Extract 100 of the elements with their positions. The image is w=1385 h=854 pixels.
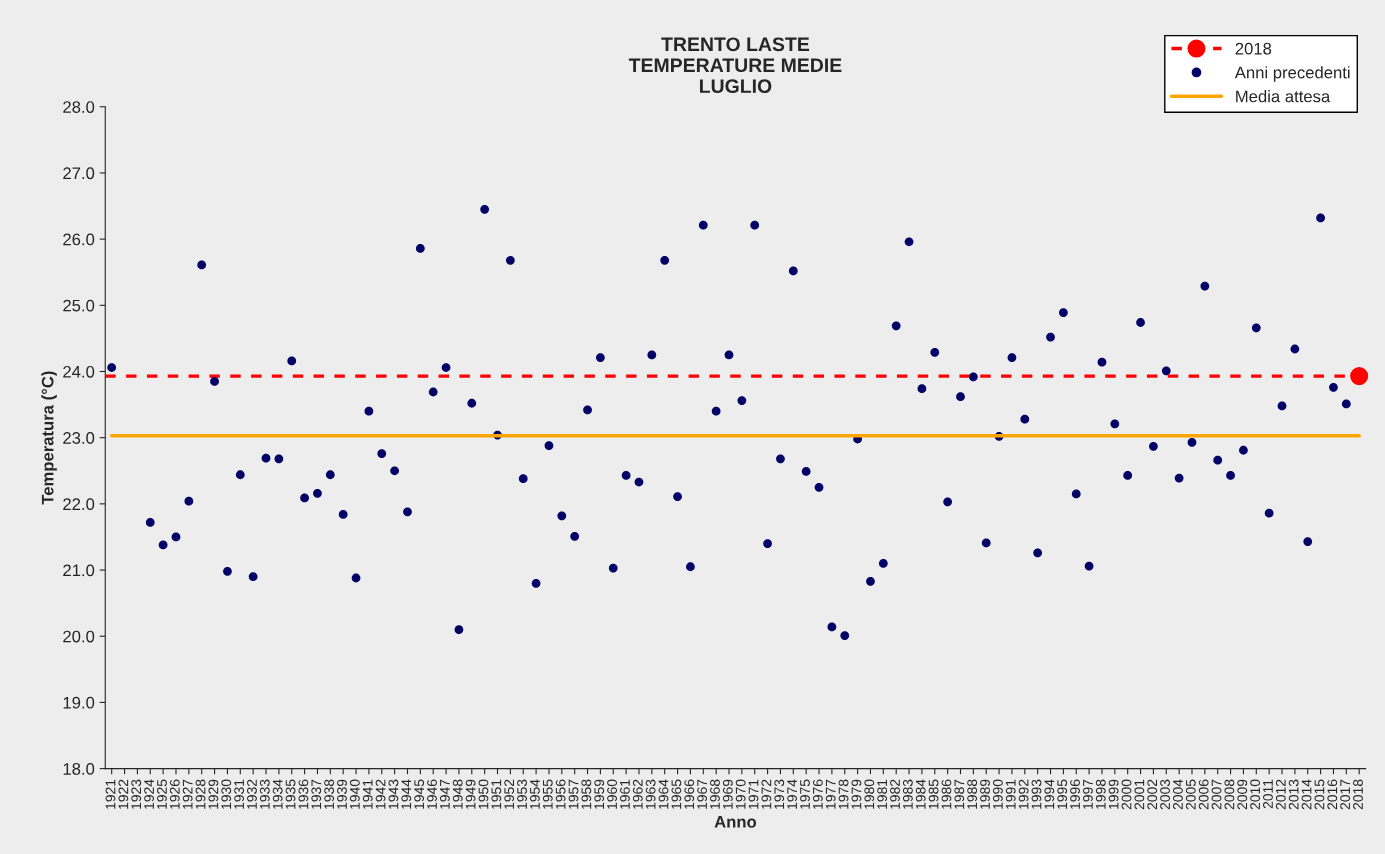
x-tick-label: 1921 bbox=[105, 779, 116, 809]
x-tick-label: 1929 bbox=[208, 779, 219, 809]
x-tick-label: 1955 bbox=[542, 779, 553, 809]
legend-label: 2018 bbox=[1235, 42, 1272, 55]
x-tick-label: 1967 bbox=[697, 779, 708, 809]
x-tick-label: 1928 bbox=[195, 779, 206, 809]
x-tick-label: 1945 bbox=[414, 779, 425, 809]
x-tick-label: 1951 bbox=[491, 779, 502, 809]
x-tick-label: 1998 bbox=[1095, 779, 1106, 809]
x-tick-label: 1984 bbox=[915, 779, 926, 809]
legend-label: Media attesa bbox=[1236, 90, 1331, 103]
x-tick-label: 1930 bbox=[221, 779, 232, 809]
y-tick-label: 26.0 bbox=[63, 233, 95, 246]
x-tick-label: 1950 bbox=[478, 779, 489, 809]
x-tick-label: 1975 bbox=[800, 779, 810, 809]
x-tick-label: 1989 bbox=[980, 779, 990, 809]
x-tick-label: 1978 bbox=[838, 779, 849, 809]
x-tick-label: 1966 bbox=[684, 779, 695, 809]
x-tick-label: 2013 bbox=[1288, 779, 1299, 810]
x-tick-label: 1941 bbox=[362, 779, 373, 809]
x-tick-label: 1991 bbox=[1005, 779, 1016, 809]
x-tick-label: 1922 bbox=[118, 779, 129, 809]
x-axis-title: Anno bbox=[714, 816, 757, 828]
x-tick-label: 1970 bbox=[735, 779, 746, 809]
x-tick-label: 1997 bbox=[1083, 779, 1093, 809]
x-tick-label: 1968 bbox=[710, 779, 720, 809]
y-tick-label: 23.0 bbox=[63, 432, 95, 444]
x-tick-label: 1976 bbox=[812, 779, 823, 809]
x-tick-label: 1937 bbox=[311, 779, 322, 809]
x-tick-label: 1982 bbox=[890, 779, 900, 809]
x-tick-label: 1962 bbox=[632, 779, 643, 809]
y-tick-label: 24.0 bbox=[63, 365, 95, 378]
x-tick-label: 1934 bbox=[272, 779, 283, 809]
y-tick-label: 21.0 bbox=[63, 564, 95, 577]
x-tick-label: 1926 bbox=[169, 779, 180, 809]
x-tick-label: 1948 bbox=[452, 779, 463, 809]
x-tick-label: 1995 bbox=[1057, 779, 1068, 809]
x-tick-label: 2012 bbox=[1275, 779, 1286, 810]
x-tick-label: 1952 bbox=[504, 779, 515, 809]
x-tick-label: 1964 bbox=[658, 779, 669, 809]
x-tick-label: 1972 bbox=[761, 779, 772, 809]
x-tick-label: 1925 bbox=[157, 779, 167, 809]
x-tick-label: 1990 bbox=[992, 779, 1003, 809]
x-tick-label: 1996 bbox=[1070, 779, 1080, 809]
y-tick-label: 27.0 bbox=[63, 167, 95, 180]
x-tick-label: 2002 bbox=[1147, 779, 1158, 810]
x-tick-label: 1963 bbox=[645, 779, 656, 809]
x-tick-label: 1939 bbox=[337, 779, 347, 809]
x-tick-label: 2001 bbox=[1134, 779, 1145, 810]
x-tick-label: 1973 bbox=[774, 779, 785, 809]
x-tick-label: 1954 bbox=[529, 779, 540, 809]
y-tick-label: 25.0 bbox=[63, 299, 95, 312]
y-axis-title: Temperatura (°C) bbox=[41, 371, 57, 505]
x-tick-label: 1969 bbox=[722, 779, 733, 809]
x-tick-label: 1932 bbox=[247, 779, 257, 809]
x-tick-label: 1933 bbox=[259, 779, 270, 809]
x-tick-label: 1949 bbox=[465, 779, 476, 809]
x-tick-label: 2015 bbox=[1314, 779, 1325, 810]
x-tick-label: 1965 bbox=[671, 779, 682, 809]
y-tick-label: 22.0 bbox=[63, 498, 95, 511]
x-tick-label: 1947 bbox=[439, 779, 450, 809]
x-tick-label: 2016 bbox=[1327, 779, 1338, 810]
x-tick-label: 1931 bbox=[234, 779, 245, 809]
x-tick-label: 1987 bbox=[954, 779, 965, 809]
chart-title: TRENTO LASTE TEMPERATURE MEDIE LUGLIO bbox=[628, 37, 842, 94]
x-tick-label: 2000 bbox=[1121, 779, 1132, 810]
x-tick-label: 1927 bbox=[182, 779, 193, 809]
x-tick-label: 1977 bbox=[825, 779, 836, 809]
x-tick-label: 1942 bbox=[375, 779, 386, 809]
x-tick-label: 1983 bbox=[902, 779, 913, 809]
x-tick-label: 1956 bbox=[555, 779, 566, 809]
x-tick-label: 2008 bbox=[1224, 779, 1235, 810]
x-tick-label: 2005 bbox=[1185, 779, 1196, 810]
x-tick-label: 1988 bbox=[967, 779, 978, 809]
x-tick-label: 2011 bbox=[1263, 779, 1273, 809]
y-tick-label: 19.0 bbox=[63, 696, 95, 709]
x-tick-label: 2018 bbox=[1353, 779, 1363, 810]
x-tick-label: 1923 bbox=[131, 779, 142, 809]
x-tick-label: 1959 bbox=[594, 779, 605, 809]
x-tick-label: 2009 bbox=[1237, 779, 1248, 810]
x-tick-label: 1938 bbox=[324, 779, 335, 809]
x-tick-label: 1961 bbox=[620, 779, 630, 809]
x-tick-label: 2010 bbox=[1250, 779, 1261, 810]
x-tick-label: 1993 bbox=[1031, 779, 1042, 809]
x-tick-label: 2006 bbox=[1198, 779, 1209, 810]
x-tick-label: 1943 bbox=[388, 779, 399, 809]
x-tick-label: 1940 bbox=[349, 779, 360, 809]
x-tick-label: 1957 bbox=[568, 779, 579, 809]
x-tick-label: 1935 bbox=[285, 779, 296, 809]
x-tick-label: 1953 bbox=[517, 779, 527, 809]
x-tick-label: 1985 bbox=[928, 779, 939, 809]
x-tick-label: 1936 bbox=[298, 779, 309, 809]
x-tick-label: 1960 bbox=[607, 779, 617, 809]
x-tick-label: 1986 bbox=[941, 779, 952, 809]
x-tick-label: 1958 bbox=[581, 779, 592, 809]
x-tick-label: 1999 bbox=[1108, 779, 1119, 809]
x-tick-label: 1944 bbox=[401, 779, 412, 809]
x-tick-label: 2003 bbox=[1160, 779, 1170, 810]
x-tick-label: 2007 bbox=[1211, 779, 1222, 810]
x-tick-label: 2014 bbox=[1301, 779, 1312, 810]
